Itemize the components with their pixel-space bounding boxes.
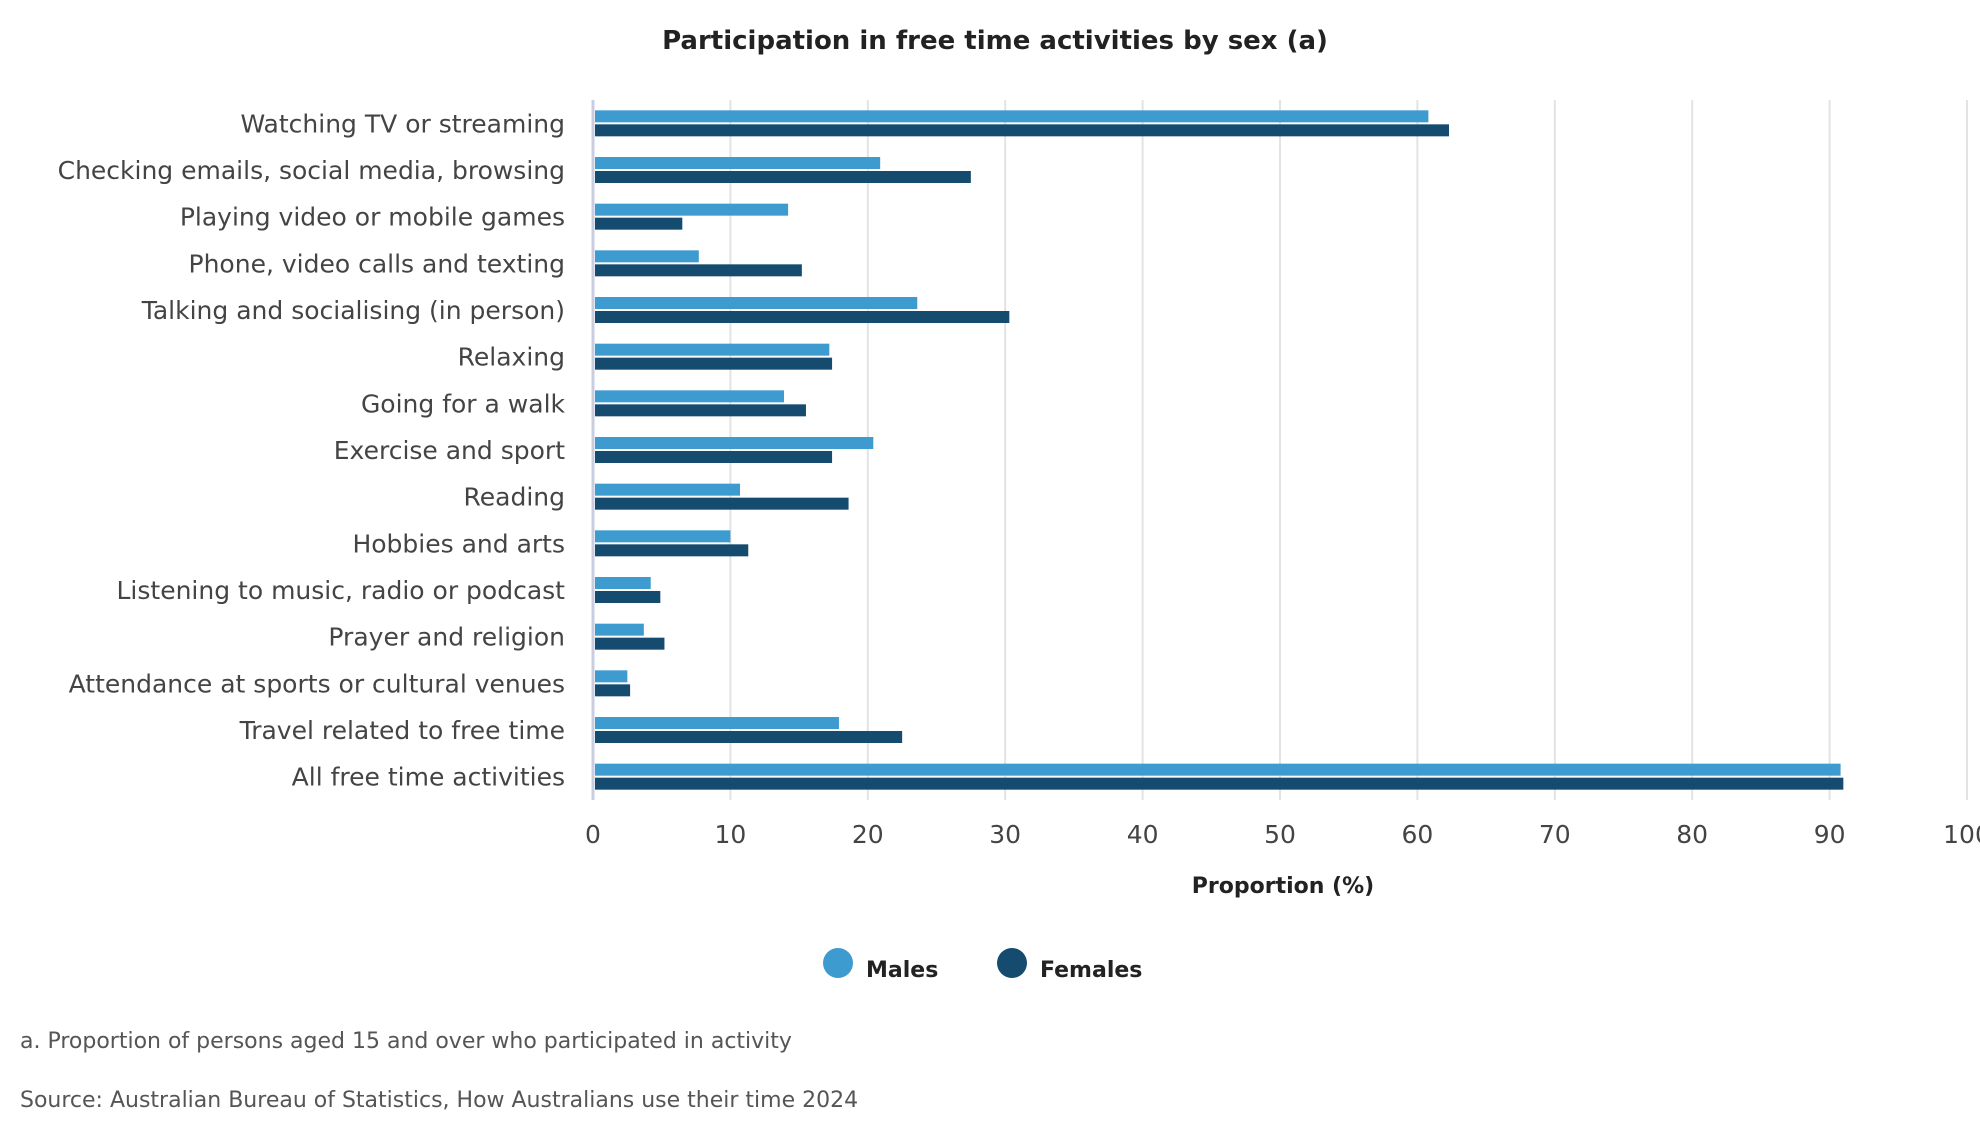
source-note: Source: Australian Bureau of Statistics,…: [20, 1088, 858, 1113]
legend: Males Females: [823, 948, 1142, 983]
legend-marker-females: [997, 948, 1027, 978]
bars: [595, 110, 1844, 790]
bar-females: [595, 777, 1844, 790]
bar-males: [595, 250, 699, 263]
legend-marker-males: [823, 948, 853, 978]
x-tick-label: 80: [1676, 820, 1708, 849]
gridlines: [591, 100, 1968, 800]
legend-label-males: Males: [866, 958, 938, 983]
x-tick-label: 40: [1127, 820, 1159, 849]
bar-females: [595, 404, 806, 417]
category-label: Hobbies and arts: [352, 529, 565, 558]
bar-males: [595, 343, 830, 356]
bar-males: [595, 670, 628, 683]
bar-females: [595, 591, 661, 603]
category-labels: Watching TV or streaming Checking emails,…: [58, 109, 566, 791]
bar-females: [595, 171, 971, 183]
bar-females: [595, 264, 802, 277]
x-tick-label: 30: [989, 820, 1021, 849]
bar-females: [595, 217, 683, 230]
category-label: Going for a walk: [361, 389, 566, 418]
bar-males: [595, 717, 839, 729]
x-tick-labels: 0 10 20 30 40 50 60 70 80 90 100: [585, 820, 1980, 849]
x-tick-label: 10: [714, 820, 746, 849]
category-label: Relaxing: [458, 343, 565, 372]
x-tick-label: 50: [1264, 820, 1296, 849]
category-label: Listening to music, radio or podcast: [117, 576, 566, 605]
bar-females: [595, 311, 1010, 323]
x-axis-title: Proportion (%): [1192, 874, 1374, 899]
bar-females: [595, 731, 903, 743]
category-label: Exercise and sport: [334, 436, 565, 465]
bar-males: [595, 483, 741, 496]
x-tick-label: 60: [1401, 820, 1433, 849]
bar-females: [595, 637, 665, 650]
bar-females: [595, 684, 631, 697]
bar-males: [595, 157, 881, 169]
bar-males: [595, 763, 1841, 776]
category-label: Talking and socialising (in person): [141, 296, 565, 325]
footnote: a. Proportion of persons aged 15 and ove…: [20, 1029, 792, 1054]
x-tick-label: 100: [1943, 820, 1980, 849]
category-label: Prayer and religion: [328, 623, 565, 652]
bar-males: [595, 577, 651, 589]
category-label: Travel related to free time: [239, 716, 565, 745]
bar-females: [595, 451, 833, 463]
bar-females: [595, 544, 749, 557]
category-label: Phone, video calls and texting: [189, 249, 565, 278]
bar-males: [595, 390, 784, 403]
legend-label-females: Females: [1040, 958, 1142, 983]
category-label: Watching TV or streaming: [240, 109, 565, 138]
bar-males: [595, 623, 644, 636]
bar-males: [595, 203, 789, 216]
chart-title: Participation in free time activities by…: [662, 26, 1328, 56]
bar-females: [595, 124, 1450, 137]
category-label: Checking emails, social media, browsing: [58, 156, 565, 185]
category-label: Playing video or mobile games: [180, 203, 565, 232]
x-tick-label: 70: [1539, 820, 1571, 849]
category-label: Attendance at sports or cultural venues: [69, 669, 565, 698]
bar-males: [595, 530, 731, 543]
x-tick-label: 20: [852, 820, 884, 849]
bar-males: [595, 437, 874, 449]
x-tick-label: 0: [585, 820, 601, 849]
bar-males: [595, 297, 918, 309]
bar-females: [595, 357, 833, 370]
bar-females: [595, 497, 849, 510]
bar-males: [595, 110, 1429, 123]
category-label: All free time activities: [292, 763, 565, 792]
category-label: Reading: [464, 483, 565, 512]
x-tick-label: 90: [1814, 820, 1846, 849]
